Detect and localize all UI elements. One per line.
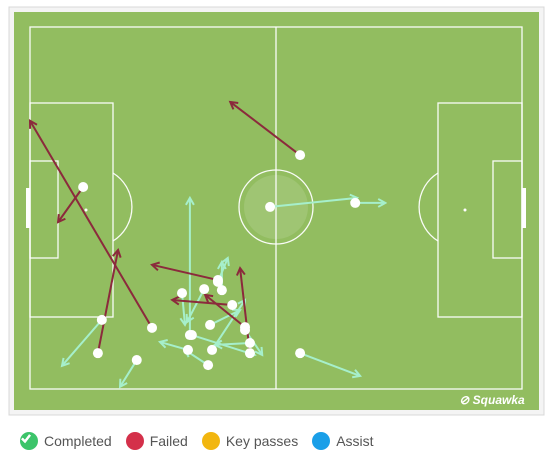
pass (96, 248, 122, 354)
pass-origin (350, 197, 361, 208)
pass (209, 308, 242, 326)
pass-origin (295, 150, 306, 161)
watermark: ⊘ Squawka (459, 393, 525, 407)
pass-origin (216, 285, 227, 296)
legend-label: Key passes (225, 433, 299, 449)
pass-origin (96, 314, 107, 325)
pass (150, 261, 219, 282)
pass-origin (227, 300, 238, 311)
pass-origin (203, 360, 214, 371)
pass-origin (78, 182, 89, 193)
legend-icon (21, 432, 144, 450)
pass-origin (182, 344, 193, 355)
pass-origin (205, 319, 216, 330)
legend: Completed Failed Key passes Assist (20, 432, 374, 450)
pass (299, 352, 363, 379)
pass-origin (147, 322, 158, 333)
pass (118, 359, 138, 389)
legend-label: Failed (149, 433, 188, 449)
pass-origin (295, 348, 306, 359)
legend-item[interactable]: Failed (21, 432, 188, 450)
pass-origin (212, 275, 223, 286)
pass-origin (92, 348, 103, 359)
pass-origin (265, 201, 276, 212)
pass-origin (186, 330, 197, 341)
pass (28, 119, 153, 329)
pass (56, 186, 84, 224)
pass (179, 292, 190, 327)
pass-origin (207, 344, 218, 355)
pass-origin (240, 322, 251, 333)
pass-origin (244, 348, 255, 359)
pass (269, 193, 360, 208)
pass (60, 319, 103, 368)
chart: ⊘ Squawka (8, 6, 545, 416)
legend-icon (21, 432, 220, 450)
pass (170, 295, 233, 307)
pass (203, 293, 246, 328)
legend-item[interactable]: Completed (20, 432, 112, 450)
legend-label: Assist (336, 433, 374, 449)
legend-item[interactable]: Key passes (21, 432, 299, 450)
legend-icon (21, 432, 331, 450)
pass-origin (131, 355, 142, 366)
legend-item[interactable]: Assist (21, 432, 374, 450)
pass (228, 100, 301, 156)
pass-origin (244, 338, 255, 349)
pass-origin (177, 288, 188, 299)
legend-label: Completed (44, 433, 112, 449)
pass (212, 339, 250, 350)
pass (185, 288, 206, 324)
pass-origin (199, 284, 210, 295)
check (21, 434, 31, 444)
